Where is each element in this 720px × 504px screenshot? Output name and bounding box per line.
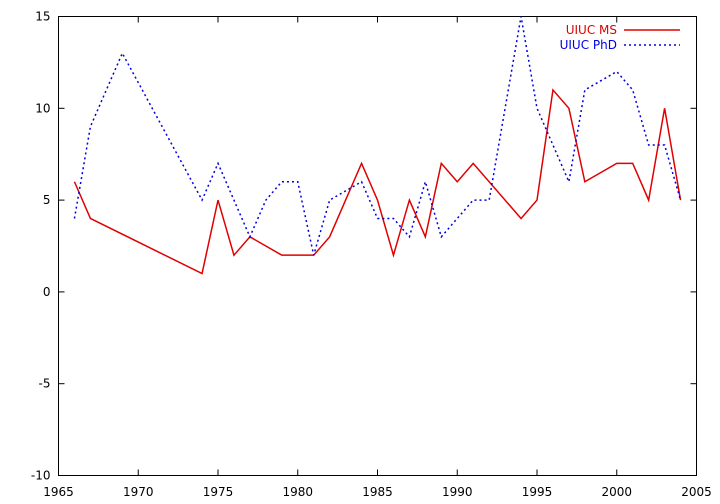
series-group [73,16,682,275]
legend-label-phd: UIUC PhD [560,38,617,52]
x-tick-label: 1965 [43,485,74,499]
axis-ticks: 1965 1970 1975 1980 1985 1990 1995 2000 2005 -10 -… [31,10,712,500]
legend: UIUC MS UIUC PhD [560,23,680,52]
x-tick-label: 1990 [442,485,473,499]
y-tick-label: 5 [43,193,51,207]
series-line-ms [73,88,682,275]
y-tick-label: -5 [39,377,51,391]
x-tick-label: 1970 [123,485,154,499]
y-tick-label: 10 [35,101,50,115]
y-tick-label: 0 [43,285,51,299]
x-tick-label: 1980 [282,485,313,499]
x-tick-label: 2000 [601,485,632,499]
x-tick-label: 1995 [522,485,553,499]
x-tick-label: 1975 [203,485,234,499]
y-tick-label: 15 [35,10,50,24]
x-tick-label: 2005 [681,485,712,499]
plot-frame [58,16,697,476]
legend-label-ms: UIUC MS [566,23,617,37]
series-line-phd [73,16,682,256]
y-tick-label: -10 [31,469,51,483]
x-tick-label: 1985 [362,485,393,499]
